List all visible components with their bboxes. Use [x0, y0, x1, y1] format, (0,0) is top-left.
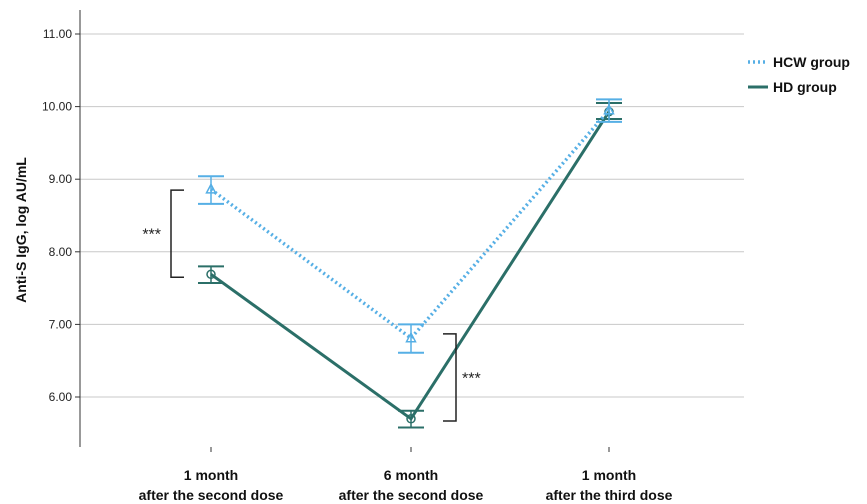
legend-label: HD group — [773, 79, 837, 95]
data-point — [603, 103, 615, 115]
data-point — [405, 331, 417, 343]
y-tick-label: 11.00 — [43, 27, 72, 41]
data-point — [205, 182, 217, 194]
significance-bracket — [443, 333, 457, 422]
gridlines — [75, 33, 744, 398]
significance-label: *** — [142, 227, 161, 244]
legend: HCW group HD group — [748, 54, 850, 95]
significance-bracket — [170, 189, 184, 278]
y-tick-labels: 6.00 7.00 8.00 9.00 10.00 11.00 — [42, 27, 72, 404]
x-tick-label: 1 month — [184, 467, 238, 483]
series-lines — [198, 98, 622, 429]
y-axis-title: Anti-S IgG, log AU/mL — [13, 157, 29, 303]
y-tick-label: 7.00 — [49, 317, 73, 331]
data-point — [206, 269, 216, 280]
significance-annotations: *** *** — [142, 189, 481, 422]
y-tick-label: 10.00 — [42, 100, 72, 114]
y-tick-label: 6.00 — [49, 390, 73, 404]
x-tick-label: after the second dose — [339, 487, 484, 503]
significance-label: *** — [462, 370, 481, 387]
x-tick-label: 1 month — [582, 467, 636, 483]
x-tick-label: after the second dose — [139, 487, 284, 503]
x-tick-labels: 1 month after the second dose 6 month after… — [139, 447, 673, 503]
x-tick-label: after the third dose — [546, 487, 673, 503]
series-hcw — [198, 98, 622, 354]
legend-label: HCW group — [773, 54, 850, 70]
x-tick-label: 6 month — [384, 467, 438, 483]
y-tick-label: 8.00 — [49, 245, 73, 259]
series-line — [210, 110, 611, 421]
y-tick-label: 9.00 — [49, 172, 73, 186]
series-line — [209, 109, 611, 341]
data-point — [406, 414, 416, 424]
series-hd — [198, 101, 622, 429]
